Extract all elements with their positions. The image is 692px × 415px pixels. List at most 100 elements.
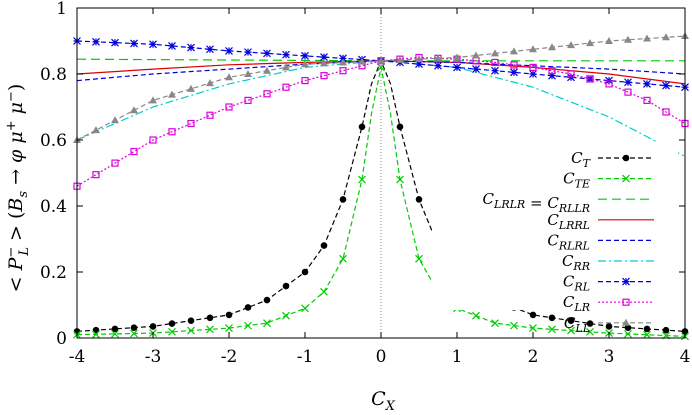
- point-marker: [339, 254, 347, 263]
- point-marker: [643, 330, 651, 339]
- point-marker: [453, 53, 461, 61]
- point-marker: [622, 298, 630, 306]
- point-marker: [415, 196, 423, 203]
- point-marker: [377, 63, 385, 72]
- point-marker: [301, 60, 309, 68]
- point-marker: [586, 327, 594, 336]
- point-marker: [548, 71, 556, 80]
- x-tick-label: 4: [680, 347, 691, 367]
- point-marker: [320, 242, 328, 249]
- legend-label: CRL: [563, 273, 590, 294]
- point-marker: [320, 59, 328, 67]
- point-marker: [434, 54, 442, 62]
- point-marker: [567, 70, 575, 78]
- legend-entry-5: CRR: [562, 252, 654, 273]
- point-marker: [225, 311, 233, 319]
- point-marker: [415, 55, 423, 63]
- point-marker: [263, 296, 271, 304]
- point-marker: [206, 45, 214, 54]
- point-marker: [586, 75, 594, 83]
- point-marker: [339, 58, 347, 66]
- point-marker: [377, 56, 385, 64]
- legend-entry-3: CLRRL: [547, 211, 654, 232]
- point-marker: [149, 96, 157, 104]
- point-marker: [567, 326, 575, 335]
- point-marker: [111, 159, 119, 167]
- point-marker: [320, 53, 328, 62]
- point-marker: [510, 61, 518, 69]
- point-marker: [187, 84, 195, 92]
- point-marker: [643, 325, 651, 333]
- legend-entry-0: CT: [571, 149, 654, 170]
- point-marker: [662, 326, 670, 334]
- point-marker: [130, 329, 138, 338]
- point-marker: [301, 51, 309, 60]
- legend-label: CTE: [563, 170, 590, 191]
- point-marker: [206, 111, 214, 119]
- point-marker: [206, 79, 214, 87]
- point-marker: [358, 123, 366, 131]
- point-marker: [622, 154, 630, 162]
- point-marker: [605, 323, 613, 330]
- point-marker: [472, 311, 480, 320]
- point-marker: [111, 329, 119, 338]
- y-tick-label: 0.8: [40, 65, 67, 85]
- point-marker: [567, 41, 575, 49]
- point-marker: [111, 116, 119, 124]
- point-marker: [225, 46, 233, 55]
- x-tick-label: -3: [145, 347, 162, 367]
- point-marker: [244, 96, 252, 105]
- point-marker: [92, 126, 100, 134]
- x-tick-label: -4: [69, 347, 86, 367]
- point-marker: [529, 70, 537, 78]
- point-marker: [92, 171, 100, 179]
- point-marker: [130, 147, 138, 156]
- point-marker: [643, 79, 651, 88]
- point-marker: [111, 325, 119, 333]
- point-marker: [149, 40, 157, 49]
- x-tick-label: 0: [376, 347, 387, 367]
- point-marker: [472, 51, 480, 59]
- point-marker: [168, 90, 176, 98]
- point-marker: [263, 90, 271, 98]
- y-axis-label: < P−L > (Bs → φ μ+ μ−): [4, 84, 32, 293]
- legend-entry-7: CLR: [563, 293, 654, 314]
- point-marker: [605, 80, 613, 88]
- point-marker: [339, 67, 347, 75]
- point-marker: [622, 174, 630, 183]
- point-marker: [301, 304, 309, 313]
- point-marker: [548, 314, 556, 322]
- point-marker: [320, 72, 328, 80]
- point-marker: [622, 277, 630, 286]
- point-marker: [510, 68, 518, 77]
- y-tick-label: 0: [56, 329, 67, 349]
- point-marker: [396, 175, 404, 184]
- point-marker: [282, 63, 290, 71]
- point-marker: [244, 321, 252, 330]
- series-line: [76, 56, 686, 187]
- x-tick-label: -2: [221, 347, 238, 367]
- legend-label: CLL: [564, 314, 590, 335]
- point-marker: [92, 330, 100, 339]
- point-marker: [130, 39, 138, 48]
- point-marker: [624, 324, 632, 331]
- point-marker: [149, 323, 157, 330]
- series-8: [73, 32, 689, 143]
- y-tick-label: 0.2: [40, 263, 67, 283]
- point-marker: [453, 63, 461, 72]
- point-marker: [358, 175, 366, 184]
- point-marker: [586, 39, 594, 47]
- point-marker: [130, 106, 138, 114]
- point-marker: [624, 88, 632, 96]
- point-marker: [282, 50, 290, 59]
- point-marker: [510, 321, 518, 330]
- point-marker: [225, 73, 233, 81]
- y-tick-label: 0.4: [40, 197, 67, 217]
- x-tick-label: 1: [452, 347, 463, 367]
- point-marker: [263, 319, 271, 328]
- legend-entry-8: CLL: [564, 314, 654, 335]
- point-marker: [491, 66, 499, 75]
- point-marker: [529, 45, 537, 53]
- point-marker: [168, 320, 176, 327]
